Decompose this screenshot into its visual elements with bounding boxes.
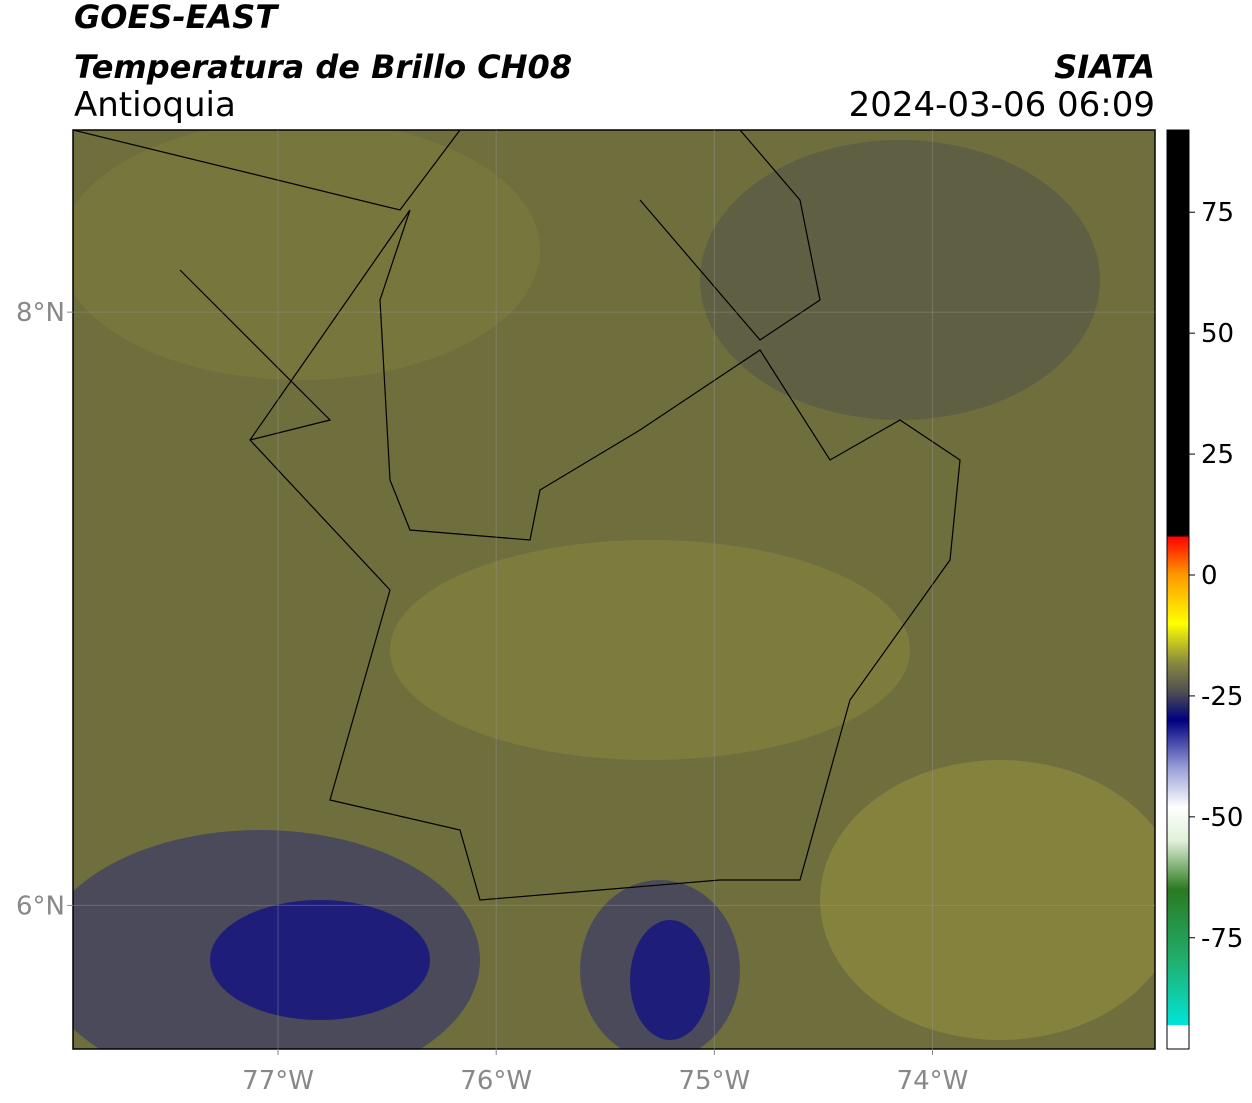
cool-area [700,140,1100,420]
colorbar-tick-label: 75 [1201,198,1234,228]
warm-area [390,540,910,760]
map-image [73,130,1155,1049]
colorbar-tick-label: -50 [1201,803,1243,833]
x-tick-label: 77°W [242,1066,314,1096]
colorbar-tick-label: -75 [1201,924,1243,954]
border [73,130,821,441]
source: SIATA [1054,48,1155,86]
x-tick-label: 76°W [460,1066,532,1096]
cold-cloud [630,920,710,1040]
colorbar-tick-label: 50 [1201,319,1234,349]
title: GOES-EAST [74,0,279,36]
warm-area [820,760,1155,1040]
y-tick-label: 8°N [16,298,65,328]
map-frame [72,129,1156,1050]
warm-area [73,130,540,380]
x-tick-label: 74°W [897,1066,969,1096]
datetime: 2024-03-06 06:09 [849,85,1155,125]
colorbar-tick-label: 0 [1201,561,1218,591]
subtitle: Temperatura de Brillo CH08 [74,48,572,86]
colorbar-tick-label: -25 [1201,682,1243,712]
cold-cloud [210,900,430,1020]
y-tick-label: 6°N [16,891,65,921]
x-tick-label: 75°W [678,1066,750,1096]
colorbar-tick-label: 25 [1201,440,1234,470]
region: Antioquia [74,85,236,125]
colorbar [1166,129,1190,1050]
border [249,209,961,901]
